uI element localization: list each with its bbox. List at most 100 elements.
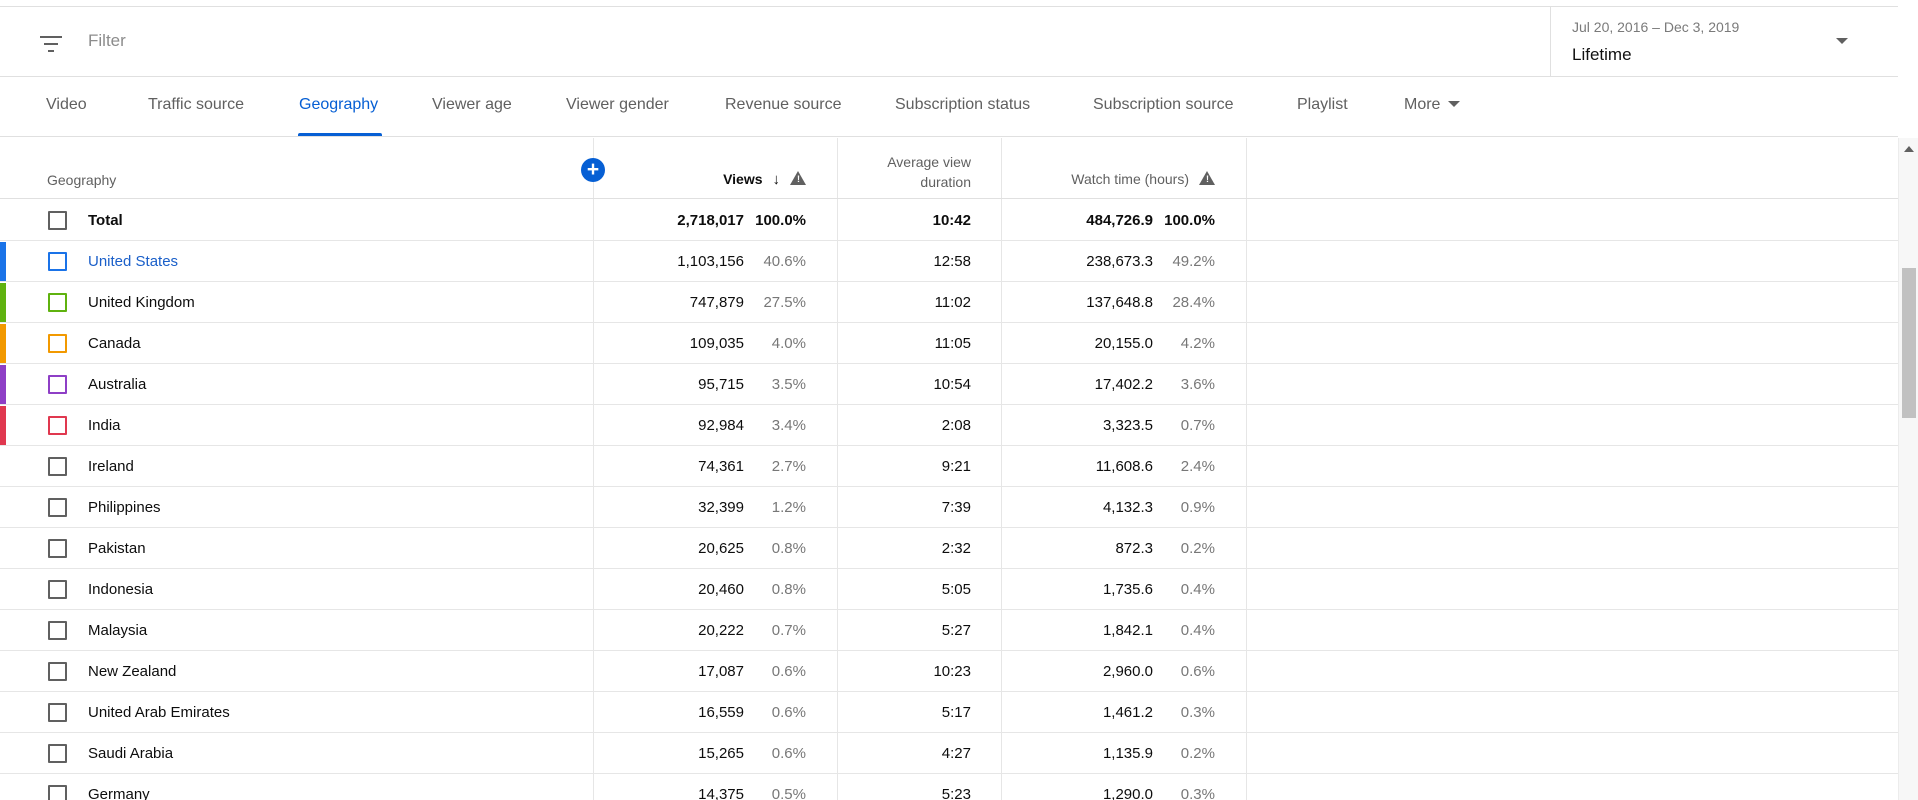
row-checkbox[interactable] (48, 621, 67, 640)
row-checkbox[interactable] (48, 211, 67, 230)
views-percent: 3.5% (771, 376, 806, 393)
row-checkbox[interactable] (48, 703, 67, 722)
tab-viewer-gender[interactable]: Viewer gender (566, 96, 669, 113)
country-name: United Arab Emirates (88, 704, 230, 721)
table-row[interactable]: Indonesia 20,460 0.8% 5:05 1,735.6 0.4% (0, 569, 1898, 610)
row-checkbox[interactable] (48, 334, 67, 353)
tab-geography[interactable]: Geography (299, 96, 379, 113)
warning-icon[interactable]: ! (1199, 171, 1215, 185)
views-value: 74,361 (698, 458, 744, 475)
watch-time-value: 1,735.6 (1102, 581, 1153, 598)
table-row[interactable]: United Arab Emirates 16,559 0.6% 5:17 1,461.… (0, 692, 1898, 733)
avg-view-duration-value: 7:39 (941, 499, 971, 516)
dropdown-caret-icon[interactable] (1836, 38, 1848, 44)
watch-time-percent: 2.4% (1180, 458, 1215, 475)
table-row[interactable]: Canada 109,035 4.0% 11:05 20,155.0 4.2% (0, 323, 1898, 364)
views-value: 17,087 (698, 663, 744, 680)
watch-time-percent: 28.4% (1172, 294, 1215, 311)
country-name: Ireland (88, 458, 134, 475)
watch-time-value: 872.3 (1115, 540, 1153, 557)
views-percent: 100.0% (755, 212, 806, 229)
views-column-header[interactable]: Views ↓! (700, 171, 806, 188)
country-name: New Zealand (88, 663, 177, 680)
table-row[interactable]: Philippines 32,399 1.2% 7:39 4,132.3 0.9% (0, 487, 1898, 528)
watch-time-value: 1,290.0 (1102, 786, 1153, 800)
active-tab-indicator (298, 133, 382, 136)
date-range-label: Jul 20, 2016 – Dec 3, 2019 (1572, 19, 1740, 35)
date-range-selector[interactable]: Jul 20, 2016 – Dec 3, 2019 Lifetime (1550, 7, 1898, 77)
avg-view-duration-value: 11:05 (934, 335, 971, 352)
table-row[interactable]: Australia 95,715 3.5% 10:54 17,402.2 3.6% (0, 364, 1898, 405)
series-color-bar (0, 283, 6, 322)
row-checkbox[interactable] (48, 785, 67, 800)
filter-icon[interactable] (40, 34, 64, 54)
views-value: 14,375 (698, 786, 744, 800)
table-row[interactable]: Ireland 74,361 2.7% 9:21 11,608.6 2.4% (0, 446, 1898, 487)
table-row[interactable]: United Kingdom 747,879 27.5% 11:02 137,648.8… (0, 282, 1898, 323)
tab-more-label: More (1404, 96, 1441, 113)
row-checkbox[interactable] (48, 662, 67, 681)
tab-video[interactable]: Video (46, 96, 87, 113)
add-metric-button[interactable]: + (581, 158, 605, 182)
row-checkbox[interactable] (48, 252, 67, 271)
row-checkbox[interactable] (48, 457, 67, 476)
chevron-down-icon (1448, 100, 1461, 107)
table-row[interactable]: India 92,984 3.4% 2:08 3,323.5 0.7% (0, 405, 1898, 446)
table-row[interactable]: Germany 14,375 0.5% 5:23 1,290.0 0.3% (0, 774, 1898, 800)
avg-view-duration-value: 2:32 (941, 540, 971, 557)
country-name[interactable]: United States (88, 253, 179, 270)
tab-traffic-source[interactable]: Traffic source (148, 96, 245, 113)
series-color-bar (0, 324, 6, 363)
total-row[interactable]: Total 2,718,017 100.0% 10:42 484,726.9 100.0% (0, 200, 1898, 241)
date-period-value: Lifetime (1572, 45, 1632, 64)
views-value: 95,715 (698, 376, 744, 393)
avg-view-duration-value: 10:42 (932, 212, 971, 229)
row-checkbox[interactable] (48, 744, 67, 763)
views-percent: 0.6% (771, 663, 806, 680)
row-checkbox[interactable] (48, 375, 67, 394)
avg-view-duration-value: 2:08 (941, 417, 971, 434)
views-percent: 0.7% (771, 622, 806, 639)
views-percent: 40.6% (763, 253, 806, 270)
geography-column-header[interactable]: Geography (47, 172, 117, 188)
tab-viewer-age[interactable]: Viewer age (432, 96, 512, 113)
watch-time-percent: 0.3% (1180, 786, 1215, 800)
avg-view-duration-value: 5:23 (941, 786, 971, 800)
views-value: 747,879 (689, 294, 744, 311)
sort-down-icon[interactable]: ↓ (772, 171, 781, 188)
table-row[interactable]: Saudi Arabia 15,265 0.6% 4:27 1,135.9 0.2% (0, 733, 1898, 774)
watch-time-value: 11,608.6 (1095, 458, 1153, 475)
warning-icon[interactable]: ! (790, 171, 806, 185)
views-percent: 0.8% (771, 540, 806, 557)
row-checkbox[interactable] (48, 416, 67, 435)
avg-view-duration-value: 5:05 (941, 581, 971, 598)
watch-time-column-header[interactable]: Watch time (hours)! (1005, 171, 1215, 187)
filter-bar: Filter Jul 20, 2016 – Dec 3, 2019 Lifeti… (0, 6, 1898, 77)
tab-revenue-source[interactable]: Revenue source (725, 96, 842, 113)
avg-view-duration-column-header[interactable]: Average view duration (887, 154, 971, 190)
country-name: Malaysia (88, 622, 148, 639)
views-value: 32,399 (698, 499, 744, 516)
scroll-up-arrow-icon[interactable] (1904, 146, 1914, 152)
vertical-scrollbar[interactable] (1898, 138, 1918, 800)
tab-more[interactable]: More (1404, 96, 1461, 114)
table-row[interactable]: United States 1,103,156 40.6% 12:58 238,673.… (0, 241, 1898, 282)
tab-subscription-source[interactable]: Subscription source (1093, 96, 1234, 113)
row-checkbox[interactable] (48, 293, 67, 312)
watch-time-value: 1,842.1 (1102, 622, 1153, 639)
watch-time-value: 484,726.9 (1086, 212, 1153, 229)
table-row[interactable]: Malaysia 20,222 0.7% 5:27 1,842.1 0.4% (0, 610, 1898, 651)
table-row[interactable]: New Zealand 17,087 0.6% 10:23 2,960.0 0.6% (0, 651, 1898, 692)
scrollbar-thumb[interactable] (1902, 268, 1916, 418)
row-checkbox[interactable] (48, 580, 67, 599)
tab-playlist[interactable]: Playlist (1297, 96, 1348, 113)
table-row[interactable]: Pakistan 20,625 0.8% 2:32 872.3 0.2% (0, 528, 1898, 569)
tab-subscription-status[interactable]: Subscription status (895, 96, 1031, 113)
filter-input[interactable]: Filter (88, 31, 126, 50)
row-checkbox[interactable] (48, 498, 67, 517)
watch-time-percent: 49.2% (1172, 253, 1215, 270)
row-checkbox[interactable] (48, 539, 67, 558)
series-color-bar (0, 242, 6, 281)
views-value: 20,222 (698, 622, 744, 639)
avg-view-duration-value: 5:27 (941, 622, 971, 639)
